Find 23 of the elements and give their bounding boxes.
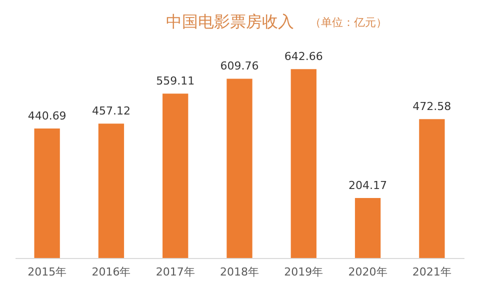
x-tick-label: 2015年 bbox=[28, 266, 67, 278]
bar bbox=[34, 128, 60, 258]
bar bbox=[290, 69, 316, 258]
x-tick-label: 2020年 bbox=[348, 266, 388, 278]
data-label: 457.12 bbox=[92, 104, 130, 118]
bar bbox=[226, 78, 252, 258]
x-tick-label: 2019年 bbox=[284, 266, 324, 278]
data-label: 642.66 bbox=[284, 50, 323, 64]
bar bbox=[98, 124, 124, 258]
x-tick-label: 2017年 bbox=[156, 266, 195, 278]
x-tick-label: 2018年 bbox=[220, 266, 259, 278]
data-label: 472.58 bbox=[412, 100, 452, 114]
data-label: 440.69 bbox=[28, 109, 66, 122]
bar bbox=[354, 198, 381, 258]
bar bbox=[162, 94, 188, 258]
chart-title: 中国电影票房收入 bbox=[166, 12, 294, 31]
x-tick-label: 2016年 bbox=[92, 266, 131, 278]
data-label: 559.11 bbox=[156, 74, 195, 88]
bar bbox=[419, 119, 445, 258]
chart-subtitle: （单位：亿元） bbox=[310, 16, 387, 29]
data-label: 204.17 bbox=[348, 178, 388, 192]
data-label: 609.76 bbox=[220, 60, 259, 73]
x-tick-label: 2021年 bbox=[412, 266, 452, 278]
